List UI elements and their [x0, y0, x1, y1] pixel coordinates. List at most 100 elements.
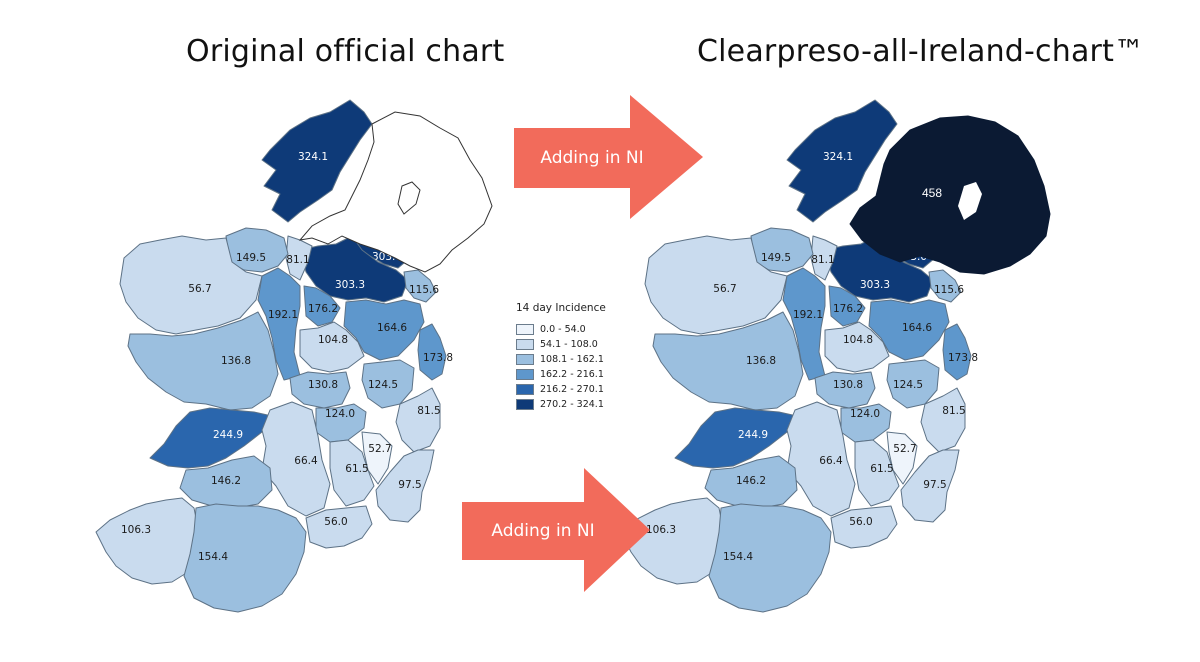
county-value-clare: 244.9 — [213, 429, 243, 441]
legend-item: 54.1 - 108.0 — [516, 337, 636, 352]
county-limerick — [704, 455, 798, 509]
lough-neagh-right — [958, 182, 982, 220]
legend-swatch — [516, 339, 534, 350]
county-kerry — [95, 497, 199, 585]
county-carlow — [361, 431, 393, 485]
legend-swatch — [516, 354, 534, 365]
legend-swatch — [516, 369, 534, 380]
county-value-cork: 154.4 — [723, 551, 753, 563]
county-dublin — [942, 323, 972, 381]
lough-neagh — [397, 181, 421, 215]
county-westmeath — [824, 321, 890, 373]
legend-label: 270.2 - 324.1 — [540, 399, 604, 410]
county-waterford — [305, 505, 373, 549]
county-westmeath — [299, 321, 365, 373]
county-waterford — [830, 505, 898, 549]
legend-swatch — [516, 384, 534, 395]
county-limerick — [179, 455, 273, 509]
county-value-meath: 164.6 — [377, 322, 407, 334]
county-meath — [868, 299, 950, 361]
county-kilkenny — [854, 439, 900, 507]
legend-label: 54.1 - 108.0 — [540, 339, 598, 350]
county-cavan — [299, 235, 409, 303]
county-galway — [652, 311, 804, 411]
arrow-bottom: Adding in NI — [462, 468, 650, 592]
county-wicklow — [920, 387, 966, 453]
county-value-meath: 164.6 — [902, 322, 932, 334]
county-offaly — [814, 371, 876, 409]
county-mayo — [119, 235, 263, 335]
northern-ireland-outline — [298, 111, 493, 273]
county-louth — [928, 269, 962, 303]
county-value-laois: 124.0 — [325, 408, 355, 420]
county-louth — [403, 269, 437, 303]
legend-item: 0.0 - 54.0 — [516, 322, 636, 337]
county-galway — [127, 311, 279, 411]
county-roscommon — [257, 267, 301, 381]
county-value-offaly: 130.8 — [833, 379, 863, 391]
legend-label: 0.0 - 54.0 — [540, 324, 586, 335]
county-meath — [343, 299, 425, 361]
county-value-sligo: 149.5 — [761, 252, 791, 264]
county-leitrim — [285, 235, 313, 281]
county-value-leitrim: 81.1 — [811, 254, 834, 266]
county-value-galway: 136.8 — [221, 355, 251, 367]
legend-swatch — [516, 324, 534, 335]
county-value-donegal: 324.1 — [298, 151, 328, 163]
county-value-sligo: 149.5 — [236, 252, 266, 264]
county-tipperary — [261, 401, 331, 517]
county-value-carlow: 52.7 — [893, 443, 916, 455]
title-original-chart: Original official chart — [186, 34, 505, 69]
county-wexford — [900, 449, 960, 523]
county-value-cavan: 303.3 — [860, 279, 890, 291]
county-value-westmeath: 104.8 — [318, 334, 348, 346]
county-value-kilkenny: 61.5 — [870, 463, 893, 475]
northern-ireland-filled: 458 — [849, 115, 1051, 275]
county-value-wicklow: 81.5 — [942, 405, 965, 417]
county-mayo — [644, 235, 788, 335]
county-value-kerry: 106.3 — [121, 524, 151, 536]
legend-label: 216.2 - 270.1 — [540, 384, 604, 395]
county-offaly — [289, 371, 351, 409]
county-value-westmeath: 104.8 — [843, 334, 873, 346]
county-kildare — [886, 359, 940, 409]
county-value-kildare: 124.5 — [893, 379, 923, 391]
county-value-wexford: 97.5 — [398, 479, 421, 491]
county-longford — [303, 285, 341, 327]
county-value-carlow: 52.7 — [368, 443, 391, 455]
county-cork — [708, 503, 832, 613]
county-value-clare: 244.9 — [738, 429, 768, 441]
county-value-cavan: 303.3 — [335, 279, 365, 291]
county-value-cork: 154.4 — [198, 551, 228, 563]
legend-label: 108.1 - 162.1 — [540, 354, 604, 365]
legend-item: 216.2 - 270.1 — [516, 382, 636, 397]
arrow-bottom-label: Adding in NI — [491, 521, 594, 541]
legend-item: 108.1 - 162.1 — [516, 352, 636, 367]
county-wicklow — [395, 387, 441, 453]
county-value-dublin: 173.8 — [948, 352, 978, 364]
county-leitrim — [810, 235, 838, 281]
title-all-ireland-chart: Clearpreso-all-Ireland-chart™ — [697, 34, 1145, 69]
legend-swatch — [516, 399, 534, 410]
county-value-roscommon: 192.1 — [793, 309, 823, 321]
legend-item: 162.2 - 216.1 — [516, 367, 636, 382]
county-laois — [315, 403, 367, 443]
county-value-tipperary: 66.4 — [294, 455, 318, 467]
county-value-wicklow: 81.5 — [417, 405, 440, 417]
county-value-dublin: 173.8 — [423, 352, 453, 364]
northern-ireland-shape — [849, 115, 1051, 275]
county-value-limerick: 146.2 — [736, 475, 766, 487]
county-value-kilkenny: 61.5 — [345, 463, 368, 475]
county-value-mayo: 56.7 — [713, 283, 736, 295]
county-kilkenny — [329, 439, 375, 507]
county-carlow — [886, 431, 918, 485]
county-donegal — [786, 99, 898, 223]
county-cork — [183, 503, 307, 613]
arrow-top-label: Adding in NI — [540, 148, 643, 168]
county-value-louth: 115.6 — [934, 284, 964, 296]
county-value-laois: 124.0 — [850, 408, 880, 420]
county-value-tipperary: 66.4 — [819, 455, 843, 467]
county-value-waterford: 56.0 — [849, 516, 872, 528]
